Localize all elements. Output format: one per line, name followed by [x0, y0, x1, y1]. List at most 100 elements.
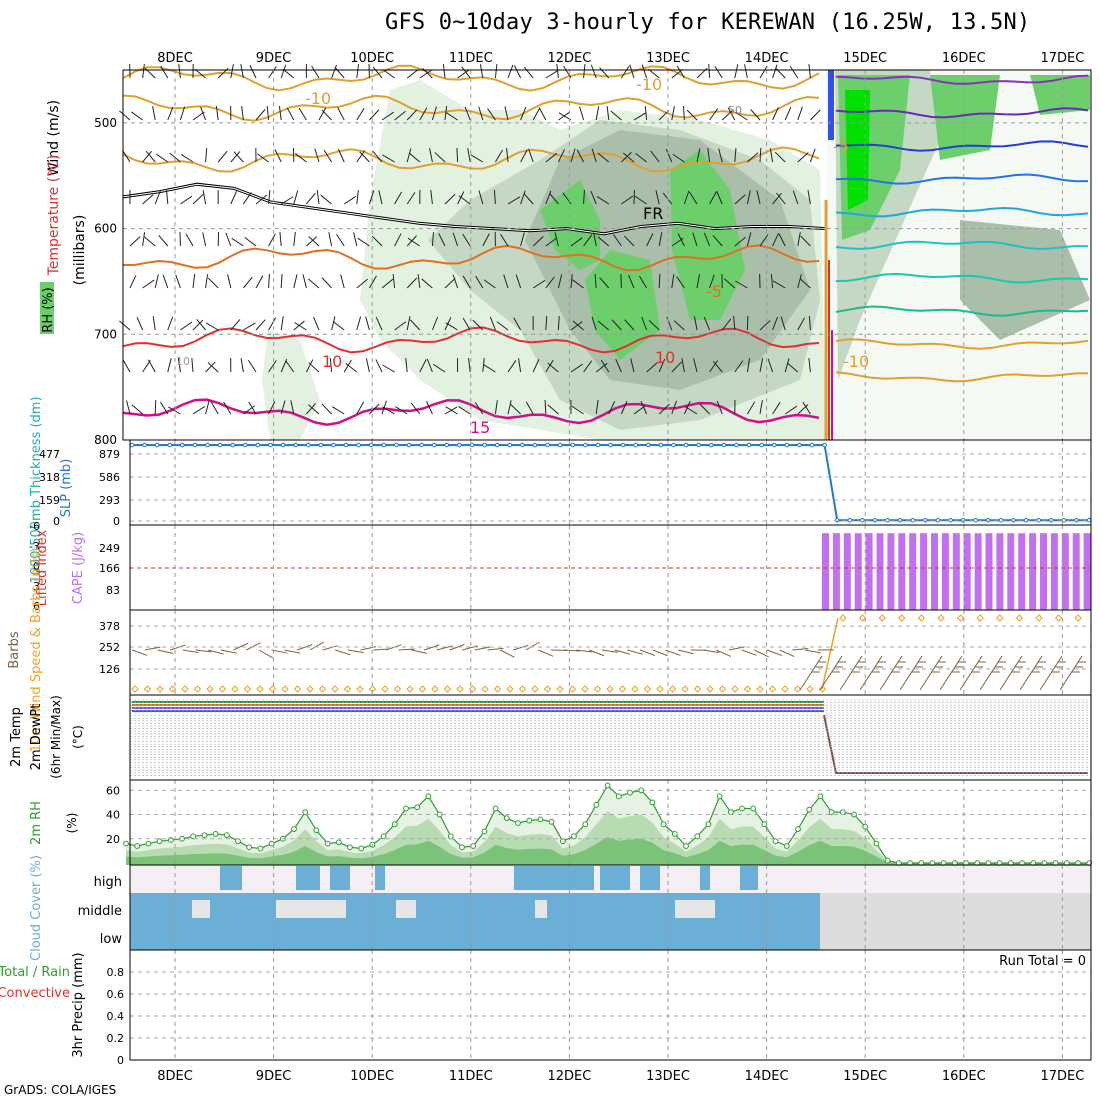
wind-barb — [557, 274, 563, 289]
wind-barb — [807, 190, 811, 205]
wind10m-barb — [398, 648, 415, 651]
rh2m-point — [223, 832, 230, 839]
wind10m-barb — [500, 649, 515, 658]
wind-barb — [282, 68, 295, 79]
wind-barb — [406, 148, 412, 163]
temp2m-band — [132, 710, 824, 712]
wind-barb — [136, 316, 144, 331]
wind-barb — [426, 358, 433, 373]
wind-barb — [671, 400, 678, 415]
cloud-high — [330, 866, 350, 890]
rh2m-point — [627, 789, 633, 796]
wind-speed-point — [193, 685, 202, 693]
wind-ylabel-3: Barbs — [7, 631, 22, 668]
rh2m-point — [739, 805, 745, 812]
cape-bar — [985, 533, 993, 610]
wind-barb — [570, 363, 583, 373]
wind-barb — [308, 404, 320, 415]
rh2m-point — [839, 809, 846, 815]
wind-barb — [202, 190, 207, 205]
rh2m-point — [503, 815, 510, 822]
wind-barb — [692, 232, 698, 247]
wind-barb — [792, 190, 799, 205]
cape-tick: 249 — [99, 542, 120, 555]
cape-bar — [898, 533, 906, 610]
slp-point — [532, 442, 538, 448]
slp-point — [444, 442, 450, 448]
wind-barb — [503, 274, 509, 289]
wind-barb — [746, 190, 751, 205]
wind-barb — [456, 147, 459, 163]
wind-barb — [641, 316, 648, 331]
wind10m-barb-strong — [879, 655, 906, 691]
wind-barb — [457, 191, 465, 205]
wind-tick: 378 — [99, 620, 120, 633]
frame-layer — [122, 69, 1092, 1061]
wind-barb — [483, 279, 496, 289]
wind-barb — [382, 154, 395, 163]
wind-barb — [434, 152, 446, 163]
cloud-high — [740, 866, 758, 890]
slp-point — [368, 442, 374, 448]
wind-barb — [593, 232, 597, 247]
cloud-gap — [192, 900, 210, 918]
top-date-label: 17DEC — [1040, 51, 1084, 66]
wind-tick: 252 — [99, 641, 120, 654]
wind10m-barb — [373, 648, 390, 651]
wind-barb — [684, 406, 698, 415]
wind-speed-point — [956, 614, 965, 622]
wind-barb — [431, 232, 434, 247]
wind-speed-point — [681, 685, 689, 693]
wind-barb — [180, 195, 193, 205]
wind10m-barb — [195, 649, 212, 653]
slp-point — [1048, 517, 1054, 523]
wind-speed-point — [656, 685, 664, 693]
rh2m-point — [694, 833, 701, 840]
wind-barb — [520, 232, 525, 247]
cape-bar — [865, 533, 873, 610]
wind-barb — [308, 362, 320, 373]
wind-barb — [154, 399, 157, 415]
wind-barb — [494, 149, 503, 163]
post-contour-4 — [835, 206, 1089, 218]
wind-barb — [205, 148, 208, 163]
wind-barb — [290, 400, 295, 415]
wind-barb — [207, 277, 219, 289]
wind-barb — [557, 315, 560, 331]
wind-barb — [545, 152, 558, 163]
wind-barb — [746, 358, 751, 373]
wind-barb — [431, 106, 437, 121]
wind-barb — [230, 64, 234, 79]
slp-point — [154, 442, 160, 448]
cloud-high — [375, 866, 385, 890]
wind-barb — [227, 274, 232, 289]
wind-tick: 126 — [99, 663, 120, 676]
cape-bar — [920, 533, 928, 610]
wind-barb — [703, 316, 711, 331]
wind-barb — [381, 111, 394, 121]
cape-tick: 166 — [99, 562, 120, 575]
wind10m-barb — [715, 649, 732, 657]
wind-speed-point — [218, 685, 227, 693]
wind-barb — [776, 192, 786, 205]
wind-barb — [316, 190, 320, 205]
wind-barb — [802, 401, 811, 415]
wind-barb — [620, 273, 622, 289]
wind-barb — [712, 360, 723, 373]
rh2m-point — [257, 845, 264, 852]
wind-barb — [630, 358, 635, 373]
thickness-tick: 159 — [39, 494, 60, 507]
top-date-label: 12DEC — [547, 51, 591, 66]
cape-bar — [1007, 533, 1015, 610]
wind-speed-point — [643, 685, 652, 693]
wind-barb — [733, 316, 736, 331]
bottom-date-label: 14DEC — [745, 1069, 789, 1084]
wind-barb — [494, 64, 498, 79]
wind-barb — [217, 150, 228, 163]
post-contour-0 — [835, 74, 1089, 85]
rh2m-point — [235, 838, 241, 845]
wind-barb — [583, 360, 593, 373]
contour-label: -5 — [833, 137, 849, 156]
wind-barb — [356, 150, 366, 163]
wind-barb — [641, 64, 648, 79]
